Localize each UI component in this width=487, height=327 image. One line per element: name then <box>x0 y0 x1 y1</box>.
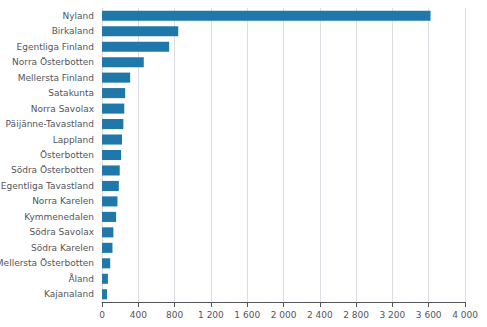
svg-text:Norra Österbotten: Norra Österbotten <box>12 57 94 67</box>
svg-text:2 000: 2 000 <box>271 310 297 320</box>
svg-text:Päijänne-Tavastland: Päijänne-Tavastland <box>6 119 94 129</box>
svg-text:Åland: Åland <box>68 273 94 284</box>
svg-text:400: 400 <box>130 310 147 320</box>
svg-text:Birkaland: Birkaland <box>52 26 94 36</box>
svg-text:Kajanaland: Kajanaland <box>44 289 94 299</box>
svg-text:0: 0 <box>99 310 105 320</box>
svg-text:Satakunta: Satakunta <box>48 88 94 98</box>
svg-text:Södra Österbotten: Södra Österbotten <box>11 165 94 175</box>
svg-text:Mellersta Österbotten: Mellersta Österbotten <box>0 258 94 268</box>
svg-text:Södra Karelen: Södra Karelen <box>31 243 94 253</box>
svg-text:Norra Karelen: Norra Karelen <box>32 196 94 206</box>
svg-text:Mellersta Finland: Mellersta Finland <box>18 73 94 83</box>
svg-text:1 200: 1 200 <box>198 310 224 320</box>
svg-text:Södra Savolax: Södra Savolax <box>30 227 95 237</box>
svg-text:Norra Savolax: Norra Savolax <box>31 104 95 114</box>
svg-text:Egentliga Finland: Egentliga Finland <box>17 42 94 52</box>
svg-text:2 400: 2 400 <box>307 310 333 320</box>
svg-text:Österbotten: Österbotten <box>40 150 94 160</box>
svg-text:2 800: 2 800 <box>343 310 369 320</box>
svg-text:Lappland: Lappland <box>53 135 94 145</box>
svg-text:Egentliga Tavastland: Egentliga Tavastland <box>1 181 94 191</box>
svg-text:3 600: 3 600 <box>416 310 442 320</box>
svg-text:3 200: 3 200 <box>380 310 406 320</box>
svg-text:Kymmenedalen: Kymmenedalen <box>24 212 94 222</box>
svg-text:Nyland: Nyland <box>63 11 95 21</box>
svg-text:4 000: 4 000 <box>452 310 478 320</box>
svg-text:1 600: 1 600 <box>234 310 260 320</box>
svg-text:800: 800 <box>166 310 183 320</box>
